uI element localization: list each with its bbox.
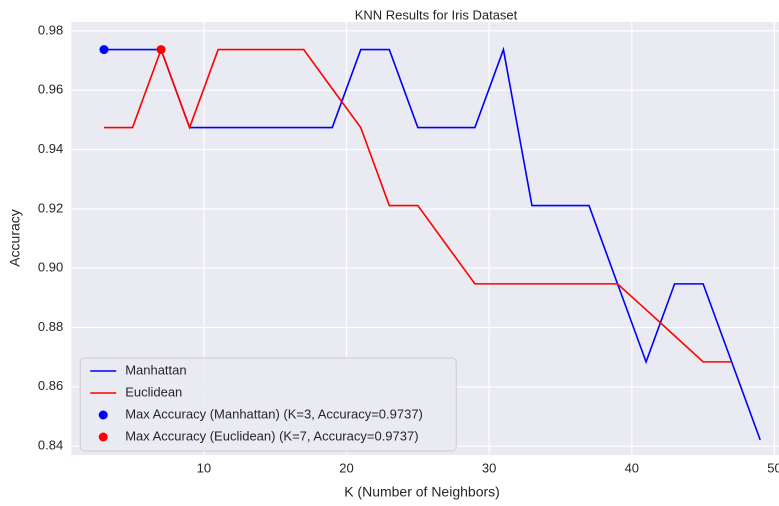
x-axis-label: K (Number of Neighbors) xyxy=(344,484,500,500)
y-tick-label: 0.96 xyxy=(38,82,63,97)
x-tick-label: 10 xyxy=(197,460,211,475)
max-point xyxy=(99,45,109,55)
legend-marker xyxy=(98,410,108,420)
line xyxy=(104,46,761,441)
legend-marker xyxy=(98,432,108,442)
legend-box xyxy=(79,357,457,452)
x-tick-label: 50 xyxy=(767,460,779,475)
y-tick-label: 0.86 xyxy=(38,378,63,393)
chart-title: KNN Results for Iris Dataset xyxy=(355,7,518,22)
y-tick-label: 0.98 xyxy=(38,22,63,37)
y-tick-label: 0.90 xyxy=(38,260,63,275)
x-tick-label: 30 xyxy=(482,460,496,475)
legend-label: Max Accuracy (Euclidean) (K=7, Accuracy=… xyxy=(125,428,418,443)
x-tick-label: 20 xyxy=(339,460,353,475)
y-tick-label: 0.88 xyxy=(38,319,63,334)
legend-label: Manhattan xyxy=(125,362,186,377)
y-axis-label: Accuracy xyxy=(7,209,23,267)
y-tick-label: 0.94 xyxy=(38,141,63,156)
legend-label: Euclidean xyxy=(125,384,182,399)
max-point xyxy=(156,45,166,55)
line xyxy=(104,47,732,363)
legend-label: Max Accuracy (Manhattan) (K=3, Accuracy=… xyxy=(125,406,423,421)
y-tick-label: 0.92 xyxy=(38,200,63,215)
x-tick-label: 40 xyxy=(625,460,639,475)
y-tick-label: 0.84 xyxy=(38,438,63,453)
